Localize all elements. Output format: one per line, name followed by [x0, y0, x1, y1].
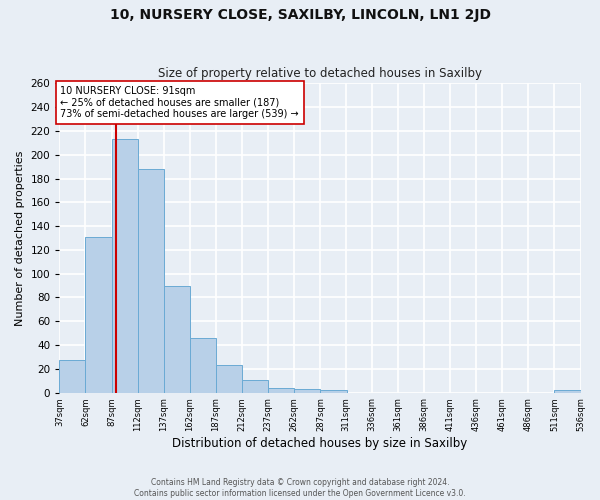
Bar [268, 388, 295, 392]
Text: Contains HM Land Registry data © Crown copyright and database right 2024.
Contai: Contains HM Land Registry data © Crown c… [134, 478, 466, 498]
Bar [85, 237, 112, 392]
Bar [295, 389, 320, 392]
Text: 10 NURSERY CLOSE: 91sqm
← 25% of detached houses are smaller (187)
73% of semi-d: 10 NURSERY CLOSE: 91sqm ← 25% of detache… [61, 86, 299, 119]
Y-axis label: Number of detached properties: Number of detached properties [15, 150, 25, 326]
Text: 10, NURSERY CLOSE, SAXILBY, LINCOLN, LN1 2JD: 10, NURSERY CLOSE, SAXILBY, LINCOLN, LN1… [110, 8, 491, 22]
Bar [242, 380, 268, 392]
Bar [216, 365, 242, 392]
Bar [190, 338, 216, 392]
X-axis label: Distribution of detached houses by size in Saxilby: Distribution of detached houses by size … [172, 437, 467, 450]
Bar [320, 390, 347, 392]
Bar [164, 286, 190, 393]
Title: Size of property relative to detached houses in Saxilby: Size of property relative to detached ho… [158, 66, 482, 80]
Bar [137, 169, 164, 392]
Bar [554, 390, 581, 392]
Bar [59, 360, 85, 392]
Bar [112, 140, 137, 392]
